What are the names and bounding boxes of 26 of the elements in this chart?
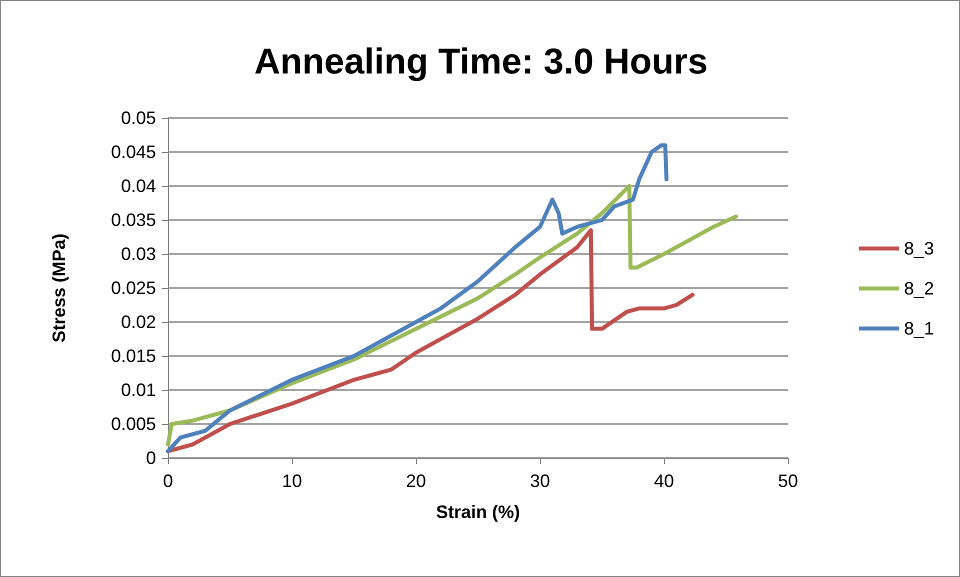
- line-series: [166, 184, 738, 446]
- y-tick-label: 0.025: [110, 278, 156, 298]
- x-axis-title: Strain (%): [436, 502, 520, 522]
- y-axis-title: Stress (MPa): [49, 233, 69, 343]
- y-tick-label: 0.005: [110, 414, 156, 434]
- y-tick-label: 0.04: [120, 176, 156, 196]
- y-tick-label: 0.035: [110, 210, 156, 230]
- legend-label: 8_1: [904, 318, 934, 338]
- line-series: [166, 228, 695, 454]
- x-tick-label: 40: [654, 471, 674, 491]
- chart-title: Annealing Time: 3.0 Hours: [254, 40, 708, 82]
- line-series: [166, 143, 668, 454]
- x-tick-label: 10: [282, 471, 302, 491]
- x-tick-label: 30: [530, 471, 550, 491]
- x-tick-label: 50: [778, 471, 798, 491]
- legend-label: 8_3: [904, 238, 934, 258]
- x-tick-label: 0: [162, 471, 174, 491]
- y-tick-label: 0.01: [120, 380, 156, 400]
- y-tick-label: 0.03: [120, 244, 156, 264]
- y-tick-label: 0.02: [120, 312, 156, 332]
- y-tick-label: 0: [146, 448, 156, 468]
- y-tick-label: 0.015: [110, 346, 156, 366]
- legend-label: 8_2: [904, 278, 934, 298]
- x-tick-label: 20: [406, 471, 426, 491]
- y-tick-label: 0.045: [110, 142, 156, 162]
- y-tick-label: 0.05: [120, 108, 156, 128]
